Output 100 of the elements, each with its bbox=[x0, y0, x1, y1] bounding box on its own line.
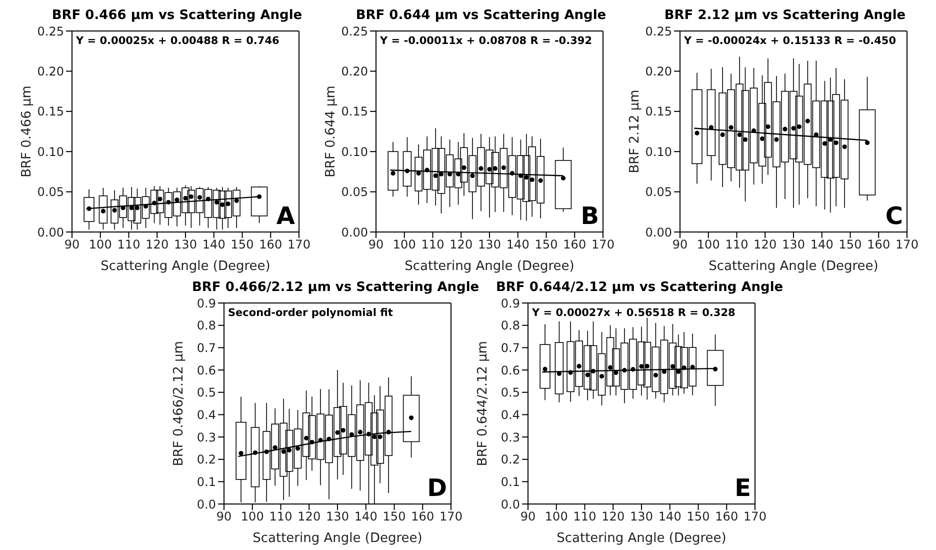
y-tick-label: 0.3 bbox=[196, 430, 216, 444]
y-tick-label: 0.2 bbox=[500, 452, 520, 467]
y-axis-title: BRF 0.466 μm bbox=[20, 86, 35, 178]
annotation: D bbox=[427, 474, 447, 502]
annotation: Y = 0.00025x + 0.00488 R = 0.746 bbox=[76, 35, 280, 47]
x-axis-title: Scattering Angle (Degree) bbox=[404, 259, 574, 274]
y-tick-label: 0.4 bbox=[196, 408, 216, 422]
x-tick-label: 90 bbox=[368, 238, 384, 252]
y-tick-label: 0.5 bbox=[196, 386, 216, 400]
y-tick-label: 0.20 bbox=[37, 64, 64, 78]
annotation: B bbox=[580, 202, 599, 230]
y-tick-label: 0.15 bbox=[645, 104, 672, 119]
y-tick-label: 0.4 bbox=[500, 408, 520, 422]
x-tick-label: 170 bbox=[896, 238, 918, 252]
x-tick-label: 130 bbox=[478, 238, 501, 252]
x-tick-label: 150 bbox=[838, 238, 862, 252]
y-tick-label: 0.8 bbox=[196, 318, 216, 333]
y-tick-label: 0.15 bbox=[37, 104, 64, 119]
x-tick-label: 90 bbox=[216, 510, 232, 524]
chart-title: BRF 0.466 μm vs Scattering Angle bbox=[50, 8, 304, 25]
x-tick-label: 140 bbox=[354, 510, 378, 524]
x-tick-label: 160 bbox=[563, 238, 586, 252]
x-tick-label: 170 bbox=[592, 238, 614, 252]
chart-title: BRF 0.466/2.12 μm vs Scattering Angle bbox=[191, 280, 480, 297]
x-tick-label: 140 bbox=[810, 238, 834, 252]
x-tick-label: 90 bbox=[64, 238, 80, 252]
x-tick-label: 150 bbox=[686, 510, 710, 524]
y-tick-label: 0.2 bbox=[196, 452, 216, 467]
x-tick-label: 140 bbox=[506, 238, 530, 252]
x-tick-label: 130 bbox=[174, 238, 197, 252]
y-tick-label: 0.7 bbox=[500, 340, 520, 355]
x-axis-title: Scattering Angle (Degree) bbox=[252, 531, 422, 546]
x-axis-title: Scattering Angle (Degree) bbox=[556, 531, 726, 546]
annotation: Y = 0.00027x + 0.56518 R = 0.328 bbox=[532, 307, 736, 319]
y-tick-label: 0.00 bbox=[37, 225, 64, 240]
y-tick-label: 0.05 bbox=[37, 185, 64, 200]
chart-title: BRF 0.644/2.12 μm vs Scattering Angle bbox=[496, 280, 784, 295]
annotation: Second-order polynomial fit bbox=[228, 307, 393, 319]
y-axis-title: BRF 2.12 μm bbox=[628, 90, 643, 174]
y-tick-label: 0.20 bbox=[645, 64, 672, 78]
y-tick-label: 0.00 bbox=[341, 225, 368, 240]
x-tick-label: 150 bbox=[382, 510, 406, 524]
x-tick-label: 130 bbox=[326, 510, 349, 524]
y-axis-title: BRF 0.466/2.12 μm bbox=[172, 340, 187, 466]
chart-title: BRF 2.12 μm vs Scattering Angle bbox=[663, 8, 907, 25]
annotation: C bbox=[885, 202, 903, 230]
y-tick-label: 0.3 bbox=[500, 430, 520, 444]
y-tick-label: 0.05 bbox=[341, 185, 368, 200]
x-tick-label: 110 bbox=[269, 510, 292, 524]
x-tick-label: 130 bbox=[630, 510, 653, 524]
y-tick-label: 0.0 bbox=[500, 497, 520, 512]
x-tick-label: 150 bbox=[230, 238, 254, 252]
x-axis-title: Scattering Angle (Degree) bbox=[708, 259, 878, 274]
y-tick-label: 0.10 bbox=[37, 144, 64, 159]
y-tick-label: 0.25 bbox=[341, 24, 368, 38]
chart-title: BRF 0.644 μm vs Scattering Angle bbox=[354, 8, 608, 25]
x-tick-label: 150 bbox=[534, 238, 558, 252]
y-tick-label: 0.0 bbox=[196, 497, 216, 512]
x-tick-label: 110 bbox=[421, 238, 444, 252]
x-axis-title: Scattering Angle (Degree) bbox=[100, 259, 270, 274]
x-tick-label: 100 bbox=[392, 238, 416, 252]
x-tick-label: 100 bbox=[544, 510, 568, 524]
y-tick-label: 0.6 bbox=[196, 363, 216, 378]
annotation: A bbox=[276, 202, 295, 230]
y-tick-label: 0.5 bbox=[500, 386, 520, 400]
annotation: E bbox=[734, 474, 751, 502]
y-tick-label: 0.10 bbox=[645, 144, 672, 159]
y-tick-label: 0.9 bbox=[500, 296, 520, 310]
y-tick-label: 0.9 bbox=[196, 296, 216, 310]
x-tick-label: 120 bbox=[754, 238, 777, 252]
x-tick-label: 100 bbox=[88, 238, 112, 252]
annotation: Y = -0.00011x + 0.08708 R = -0.392 bbox=[380, 35, 592, 47]
x-tick-label: 160 bbox=[411, 510, 434, 524]
x-tick-label: 110 bbox=[725, 238, 748, 252]
y-tick-label: 0.7 bbox=[196, 340, 216, 355]
y-tick-label: 0.1 bbox=[196, 474, 216, 489]
x-tick-label: 90 bbox=[520, 510, 536, 524]
x-tick-label: 120 bbox=[450, 238, 473, 252]
y-tick-label: 0.15 bbox=[341, 104, 368, 119]
x-tick-label: 160 bbox=[715, 510, 738, 524]
y-tick-label: 0.1 bbox=[500, 474, 520, 489]
x-tick-label: 120 bbox=[146, 238, 169, 252]
x-tick-label: 100 bbox=[240, 510, 264, 524]
x-tick-label: 110 bbox=[117, 238, 140, 252]
y-tick-label: 0.20 bbox=[341, 64, 368, 78]
x-tick-label: 170 bbox=[744, 510, 766, 524]
y-tick-label: 0.25 bbox=[37, 24, 64, 38]
x-tick-label: 110 bbox=[573, 510, 596, 524]
y-tick-label: 0.8 bbox=[500, 318, 520, 333]
x-tick-label: 170 bbox=[288, 238, 310, 252]
x-tick-label: 170 bbox=[440, 510, 462, 524]
x-tick-label: 120 bbox=[602, 510, 625, 524]
y-axis-title: BRF 0.644/2.12 μm bbox=[476, 340, 491, 466]
x-tick-label: 100 bbox=[696, 238, 720, 252]
y-axis-title: BRF 0.644 μm bbox=[324, 86, 339, 178]
annotation: Y = -0.00024x + 0.15133 R = -0.450 bbox=[684, 35, 896, 47]
y-tick-label: 0.00 bbox=[645, 225, 672, 240]
y-tick-label: 0.05 bbox=[645, 185, 672, 200]
x-tick-label: 160 bbox=[867, 238, 890, 252]
x-tick-label: 160 bbox=[259, 238, 282, 252]
